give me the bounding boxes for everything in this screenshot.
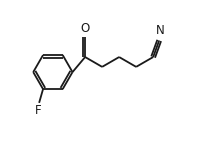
Text: N: N — [156, 24, 165, 37]
Text: O: O — [81, 22, 90, 35]
Text: F: F — [35, 104, 41, 117]
